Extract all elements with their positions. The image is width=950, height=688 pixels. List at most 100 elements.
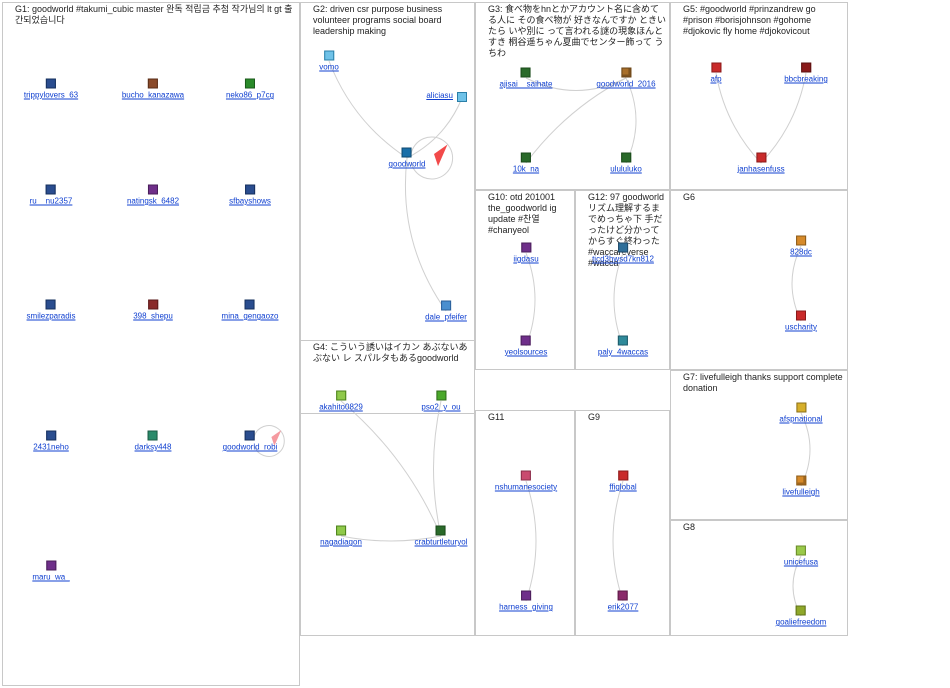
node-label[interactable]: goodworld_2016	[596, 80, 655, 89]
node-label[interactable]: aliciasu	[426, 91, 453, 100]
node-yeolsources[interactable]: yeolsources	[505, 336, 548, 357]
node-trippylovers_63[interactable]: trippylovers_63	[24, 79, 78, 100]
node-icon	[441, 301, 451, 311]
node-goodworld_robi[interactable]: goodworld_robi	[223, 431, 278, 452]
node-label[interactable]: sfbayshows	[229, 197, 271, 206]
node-label[interactable]: yeolsources	[505, 348, 548, 357]
node-maru_wa_[interactable]: maru_wa_	[32, 561, 69, 582]
node-afp[interactable]: afp	[710, 63, 721, 84]
node-icon	[46, 561, 56, 571]
node-label[interactable]: nagadiagon	[320, 538, 362, 547]
node-nshumanesociety[interactable]: nshumanesociety	[495, 471, 557, 492]
node-label[interactable]: vomo	[319, 63, 339, 72]
node-label[interactable]: goodworld	[389, 160, 426, 169]
panel-g9: G9ffiglobalerik2077	[575, 410, 670, 636]
node-ticd3hwsd7kn812[interactable]: ticd3hwsd7kn812	[592, 243, 654, 264]
node-pso2_y_ou[interactable]: pso2_y_ou	[421, 391, 460, 412]
node-aliciasu[interactable]: aliciasu	[457, 92, 467, 104]
node-label[interactable]: uscharity	[785, 323, 817, 332]
node-iigdasu[interactable]: iigdasu	[513, 243, 538, 264]
node-natingsk_6482[interactable]: natingsk_6482	[127, 185, 179, 206]
node-bucho_kanazawa[interactable]: bucho_kanazawa	[122, 79, 184, 100]
node-label[interactable]: darksy448	[135, 443, 172, 452]
node-crabturtleturyol[interactable]: crabturtleturyol	[415, 526, 468, 547]
node-vomo[interactable]: vomo	[319, 51, 339, 72]
node-sfbayshows[interactable]: sfbayshows	[229, 185, 271, 206]
node-label[interactable]: crabturtleturyol	[415, 538, 468, 547]
node-icon	[336, 391, 346, 401]
node-label[interactable]: ajisai__saihate	[500, 80, 553, 89]
node-ulululuko[interactable]: ulululuko	[610, 153, 642, 174]
node-398_shepu[interactable]: 398_shepu	[133, 300, 173, 321]
node-ffiglobal[interactable]: ffiglobal	[609, 471, 636, 492]
node-neko86_p7cg[interactable]: neko86_p7cg	[226, 79, 274, 100]
node-label[interactable]: mina_gengaozo	[222, 312, 279, 321]
node-label[interactable]: smilezparadis	[27, 312, 76, 321]
node-label[interactable]: trippylovers_63	[24, 91, 78, 100]
panel-g7: G7: livefulleigh thanks support complete…	[670, 370, 848, 520]
node-mina_gengaozo[interactable]: mina_gengaozo	[222, 300, 279, 321]
node-label[interactable]: harness_giving	[499, 603, 553, 612]
node-label[interactable]: akahito0829	[319, 403, 363, 412]
node-smilezparadis[interactable]: smilezparadis	[27, 300, 76, 321]
node-label[interactable]: 10k_na	[513, 165, 539, 174]
node-label[interactable]: pso2_y_ou	[421, 403, 460, 412]
node-paly_4waccas[interactable]: paly_4waccas	[598, 336, 648, 357]
node-label[interactable]: 398_shepu	[133, 312, 173, 321]
node-harness_giving[interactable]: harness_giving	[499, 591, 553, 612]
node-10k_na[interactable]: 10k_na	[513, 153, 539, 174]
node-icon	[436, 391, 446, 401]
node-label[interactable]: bucho_kanazawa	[122, 91, 184, 100]
node-label[interactable]: neko86_p7cg	[226, 91, 274, 100]
node-label[interactable]: ticd3hwsd7kn812	[592, 255, 654, 264]
node-goodworld_2016[interactable]: goodworld_2016	[596, 68, 655, 89]
node-akahito0829[interactable]: akahito0829	[319, 391, 363, 412]
node-goodworld[interactable]: goodworld	[389, 148, 426, 169]
node-label[interactable]: unicefusa	[784, 558, 818, 567]
node-uscharity[interactable]: uscharity	[785, 311, 817, 332]
edge-layer	[301, 341, 476, 637]
node-afspnational[interactable]: afspnational	[779, 403, 822, 424]
node-label[interactable]: dale_pfeifer	[425, 313, 467, 322]
node-unicefusa[interactable]: unicefusa	[784, 546, 818, 567]
node-ajisai__saihate[interactable]: ajisai__saihate	[500, 68, 553, 89]
node-icon	[621, 153, 631, 163]
node-label[interactable]: 2431neho	[33, 443, 69, 452]
node-icon	[796, 311, 806, 321]
node-erik2077[interactable]: erik2077	[608, 591, 639, 612]
node-icon	[457, 92, 467, 102]
node-icon	[521, 591, 531, 601]
node-828dc[interactable]: 828dc	[790, 236, 812, 257]
node-2431neho[interactable]: 2431neho	[33, 431, 69, 452]
node-darksy448[interactable]: darksy448	[135, 431, 172, 452]
node-ru__nu2357[interactable]: ru__nu2357	[30, 185, 73, 206]
node-bbcbreaking[interactable]: bbcbreaking	[784, 63, 828, 84]
node-label[interactable]: afspnational	[779, 415, 822, 424]
node-label[interactable]: afp	[710, 75, 721, 84]
node-label[interactable]: iigdasu	[513, 255, 538, 264]
node-label[interactable]: ulululuko	[610, 165, 642, 174]
node-goaliefreedom[interactable]: goaliefreedom	[776, 606, 827, 627]
node-label[interactable]: maru_wa_	[32, 573, 69, 582]
node-label[interactable]: janhasenfuss	[737, 165, 784, 174]
node-dale_pfeifer[interactable]: dale_pfeifer	[425, 301, 467, 322]
node-label[interactable]: 828dc	[790, 248, 812, 257]
node-label[interactable]: goaliefreedom	[776, 618, 827, 627]
node-label[interactable]: nshumanesociety	[495, 483, 557, 492]
node-livefulleigh[interactable]: livefulleigh	[782, 476, 819, 497]
edge-layer	[671, 191, 849, 371]
node-label[interactable]: erik2077	[608, 603, 639, 612]
node-label[interactable]: ru__nu2357	[30, 197, 73, 206]
node-nagadiagon[interactable]: nagadiagon	[320, 526, 362, 547]
node-janhasenfuss[interactable]: janhasenfuss	[737, 153, 784, 174]
node-label[interactable]: paly_4waccas	[598, 348, 648, 357]
node-label[interactable]: bbcbreaking	[784, 75, 828, 84]
panel-title: G8	[671, 521, 847, 534]
node-icon	[801, 63, 811, 73]
node-icon	[245, 79, 255, 89]
node-label[interactable]: livefulleigh	[782, 488, 819, 497]
node-label[interactable]: goodworld_robi	[223, 443, 278, 452]
node-label[interactable]: natingsk_6482	[127, 197, 179, 206]
node-label[interactable]: ffiglobal	[609, 483, 636, 492]
node-icon	[521, 153, 531, 163]
